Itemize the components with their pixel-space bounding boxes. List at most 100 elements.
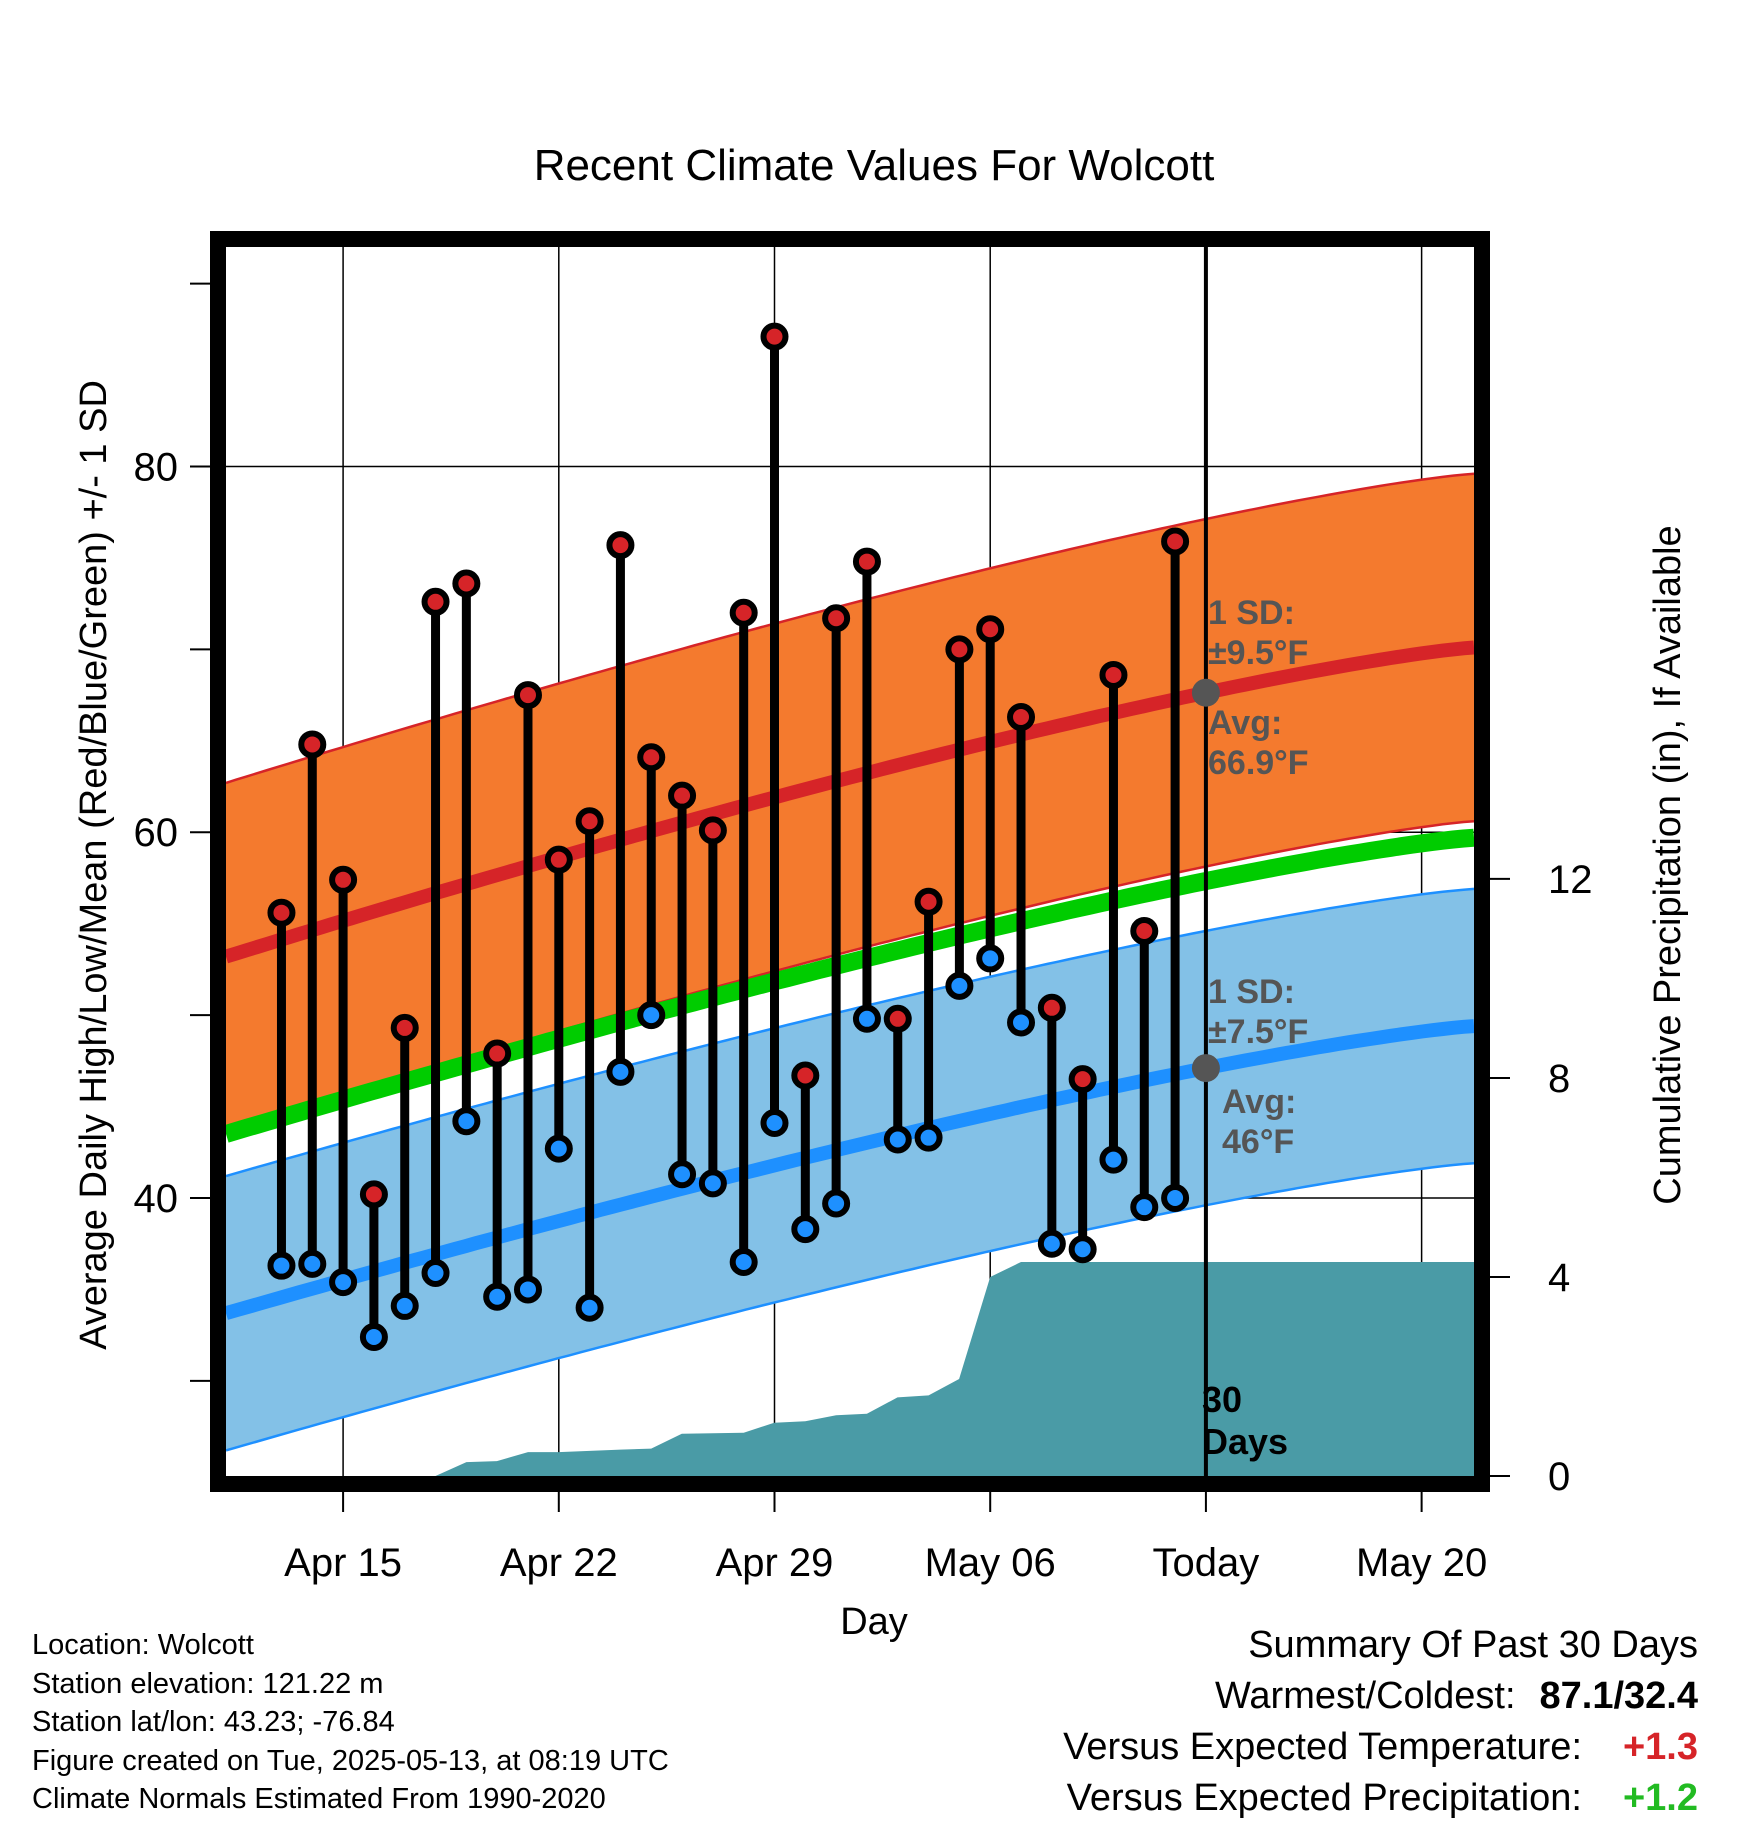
precip-anomaly-value: +1.2	[1622, 1777, 1698, 1819]
high-temp-point	[329, 865, 358, 894]
y-left-tick-label: 40	[134, 1177, 179, 1221]
high-temp-point	[298, 730, 327, 759]
low-sd-label-line2: ±7.5°F	[1208, 1013, 1308, 1051]
high-temp-point	[1099, 660, 1128, 689]
high-sd-label-line1: 1 SD:	[1208, 594, 1295, 632]
low-temp-point	[698, 1169, 727, 1198]
low-temp-point	[976, 944, 1005, 973]
x-tick-label: May 20	[1356, 1541, 1487, 1585]
high-temp-point	[1007, 703, 1036, 732]
low-temp-point	[421, 1258, 450, 1287]
high-temp-point	[544, 845, 573, 874]
low-temp-point	[883, 1125, 912, 1154]
low-temp-point	[359, 1323, 388, 1352]
y-axis-label-left: Average Daily High/Low/Mean (Red/Blue/Gr…	[73, 380, 115, 1350]
low-temp-point	[544, 1134, 573, 1163]
high-temp-point	[483, 1039, 512, 1068]
y-left-tick-label: 80	[134, 445, 179, 489]
low-avg-label-line2: 46°F	[1222, 1123, 1294, 1161]
x-tick-label: Today	[1153, 1541, 1260, 1585]
y-right-tick-label: 8	[1548, 1057, 1570, 1101]
station-location: Location: Wolcott	[32, 1629, 254, 1661]
plot-frame	[210, 231, 1490, 1492]
today-high-avg-marker	[1191, 678, 1220, 707]
x-tick-label: Apr 29	[716, 1541, 834, 1585]
chart-title: Recent Climate Values For Wolcott	[534, 141, 1215, 190]
summary-temp: Versus Expected Temperature: +1.3	[1063, 1722, 1698, 1773]
high-temp-point	[452, 569, 481, 598]
high-temp-point	[1130, 916, 1159, 945]
low-sd-label-line1: 1 SD:	[1208, 973, 1295, 1011]
today-low-avg-marker	[1191, 1054, 1220, 1083]
today-days-label-line2: Days	[1202, 1421, 1288, 1462]
temp-anomaly-value: +1.3	[1622, 1726, 1698, 1768]
low-temp-point	[852, 1004, 881, 1033]
low-temp-point	[606, 1057, 635, 1086]
low-sd-lower-line	[226, 1162, 1474, 1452]
high-sd-label-line2: ±9.5°F	[1208, 634, 1308, 672]
station-elevation: Station elevation: 121.22 m	[32, 1667, 384, 1700]
high-temp-point	[698, 816, 727, 845]
plot-content	[226, 247, 1474, 1476]
high-temp-point	[883, 1004, 912, 1033]
low-temp-point	[298, 1249, 327, 1278]
high-temp-point	[760, 322, 789, 351]
high-temp-point	[390, 1013, 419, 1042]
y-right-tick-label: 12	[1548, 858, 1593, 902]
low-temp-point	[1007, 1008, 1036, 1037]
low-temp-point	[822, 1189, 851, 1218]
temp-anomaly-label: Versus Expected Temperature:	[1063, 1726, 1582, 1768]
low-avg-label-line1: Avg:	[1222, 1083, 1296, 1121]
station-latlon: Station lat/lon: 43.23; -76.84	[32, 1706, 395, 1738]
low-temp-point	[1037, 1229, 1066, 1258]
high-temp-point	[575, 807, 604, 836]
high-temp-point	[1037, 993, 1066, 1022]
summary-panel: Summary Of Past 30 Days Warmest/Coldest:…	[1063, 1620, 1698, 1824]
low-temp-point	[390, 1291, 419, 1320]
low-temp-point	[575, 1293, 604, 1322]
x-tick-label: Apr 15	[284, 1541, 402, 1585]
x-axis-label: Day	[840, 1601, 908, 1643]
low-temp-point	[1161, 1184, 1190, 1213]
high-temp-point	[852, 547, 881, 576]
low-temp-point	[1099, 1145, 1128, 1174]
y-left-tick-label: 60	[134, 811, 179, 855]
high-temp-point	[606, 531, 635, 560]
today-days-label-line1: 30	[1202, 1379, 1242, 1420]
precip-anomaly-label: Versus Expected Precipitation:	[1066, 1777, 1582, 1819]
low-temp-point	[791, 1215, 820, 1244]
figure-created: Figure created on Tue, 2025-05-13, at 08…	[32, 1744, 669, 1777]
high-temp-point	[668, 781, 697, 810]
high-temp-point	[822, 604, 851, 633]
high-temp-point	[513, 681, 542, 710]
low-temp-point	[452, 1107, 481, 1136]
low-temp-point	[914, 1123, 943, 1152]
high-temp-point	[976, 615, 1005, 644]
low-temp-point	[483, 1282, 512, 1311]
summary-warm-cold: Warmest/Coldest: 87.1/32.4	[1063, 1671, 1698, 1722]
high-temp-point	[729, 598, 758, 627]
low-temp-point	[945, 971, 974, 1000]
high-temp-point	[791, 1061, 820, 1090]
summary-title: Summary Of Past 30 Days	[1248, 1624, 1698, 1666]
high-temp-point	[945, 635, 974, 664]
summary-precip: Versus Expected Precipitation: +1.2	[1063, 1773, 1698, 1824]
low-temp-point	[1068, 1235, 1097, 1264]
low-temp-point	[513, 1275, 542, 1304]
high-avg-label-line1: Avg:	[1208, 704, 1282, 742]
y-axis-label-right: Cumulative Precipitation (in), If Availa…	[1647, 525, 1689, 1204]
y-right-tick-label: 0	[1548, 1455, 1570, 1499]
low-temp-point	[637, 1001, 666, 1030]
high-sd-band	[226, 473, 1474, 1131]
warm-cold-label: Warmest/Coldest:	[1214, 1675, 1516, 1717]
x-tick-label: May 06	[925, 1541, 1056, 1585]
low-temp-point	[760, 1109, 789, 1138]
high-temp-point	[914, 887, 943, 916]
high-temp-point	[421, 587, 450, 616]
high-temp-point	[359, 1180, 388, 1209]
low-temp-point	[267, 1251, 296, 1280]
warm-cold-value: 87.1/32.4	[1539, 1675, 1698, 1717]
high-temp-point	[1068, 1065, 1097, 1094]
